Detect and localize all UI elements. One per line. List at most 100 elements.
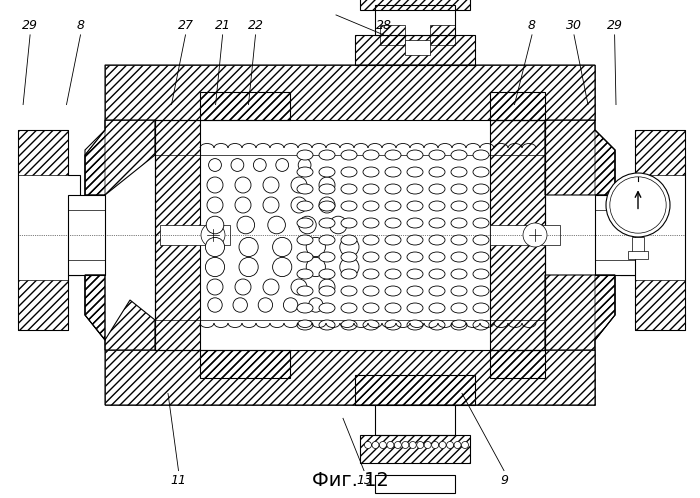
Circle shape [272,257,292,276]
Ellipse shape [363,218,379,228]
Ellipse shape [341,303,357,313]
Ellipse shape [429,235,445,245]
Ellipse shape [341,167,357,177]
Ellipse shape [385,252,401,262]
Bar [490,92,545,120]
Ellipse shape [297,320,313,330]
Polygon shape [620,130,685,330]
Ellipse shape [451,235,467,245]
Bar [355,375,475,405]
Ellipse shape [473,184,489,194]
Circle shape [454,442,461,449]
Circle shape [233,298,247,312]
Circle shape [235,197,251,213]
Circle shape [372,442,379,449]
Ellipse shape [429,252,445,262]
Ellipse shape [473,167,489,177]
Ellipse shape [319,150,335,160]
Circle shape [432,442,439,449]
Circle shape [394,442,401,449]
Ellipse shape [297,184,313,194]
Ellipse shape [319,235,335,245]
Ellipse shape [297,201,313,211]
Circle shape [201,223,225,247]
Circle shape [416,442,424,449]
Circle shape [231,158,244,171]
Ellipse shape [363,252,379,262]
Circle shape [610,177,666,233]
Circle shape [291,279,307,295]
Circle shape [284,298,298,312]
Ellipse shape [385,184,401,194]
Circle shape [379,442,386,449]
Circle shape [258,298,272,312]
Ellipse shape [429,303,445,313]
Circle shape [291,177,307,193]
Ellipse shape [473,320,489,330]
Ellipse shape [451,167,467,177]
Ellipse shape [319,286,335,296]
Ellipse shape [319,320,335,330]
Ellipse shape [341,150,357,160]
Circle shape [237,216,255,234]
Ellipse shape [297,167,313,177]
Circle shape [298,158,311,171]
Ellipse shape [297,269,313,279]
Ellipse shape [407,320,423,330]
Bar [200,92,290,120]
Bar [375,405,455,435]
Ellipse shape [451,286,467,296]
Ellipse shape [473,269,489,279]
Circle shape [207,197,223,213]
Ellipse shape [385,201,401,211]
Ellipse shape [451,303,467,313]
Circle shape [263,197,279,213]
Bar [375,475,455,493]
Text: 30: 30 [566,19,582,32]
Bar [360,0,470,10]
Ellipse shape [429,286,445,296]
Ellipse shape [341,286,357,296]
Circle shape [319,279,335,295]
Circle shape [268,216,286,234]
Ellipse shape [473,235,489,245]
Circle shape [340,238,359,256]
Ellipse shape [385,235,401,245]
Ellipse shape [319,167,335,177]
Circle shape [523,223,547,247]
Ellipse shape [363,320,379,330]
Ellipse shape [451,150,467,160]
Bar [380,25,405,45]
Ellipse shape [297,218,313,228]
Circle shape [340,257,359,276]
Circle shape [330,216,347,234]
Circle shape [209,158,221,171]
Ellipse shape [363,150,379,160]
Ellipse shape [451,252,467,262]
Ellipse shape [297,235,313,245]
Circle shape [263,177,279,193]
Circle shape [235,177,251,193]
Bar [430,25,455,45]
Circle shape [239,238,258,256]
Bar [360,435,470,463]
Ellipse shape [429,269,445,279]
Ellipse shape [429,150,445,160]
Ellipse shape [473,252,489,262]
Ellipse shape [363,235,379,245]
Ellipse shape [341,184,357,194]
Circle shape [447,442,454,449]
Text: 21: 21 [215,19,230,32]
Ellipse shape [473,286,489,296]
Circle shape [439,442,446,449]
Ellipse shape [429,218,445,228]
Ellipse shape [407,167,423,177]
Ellipse shape [473,218,489,228]
Polygon shape [595,195,635,275]
Ellipse shape [363,303,379,313]
Text: 8: 8 [528,19,536,32]
Circle shape [208,298,222,312]
Ellipse shape [385,269,401,279]
Bar [200,350,290,378]
Ellipse shape [451,184,467,194]
